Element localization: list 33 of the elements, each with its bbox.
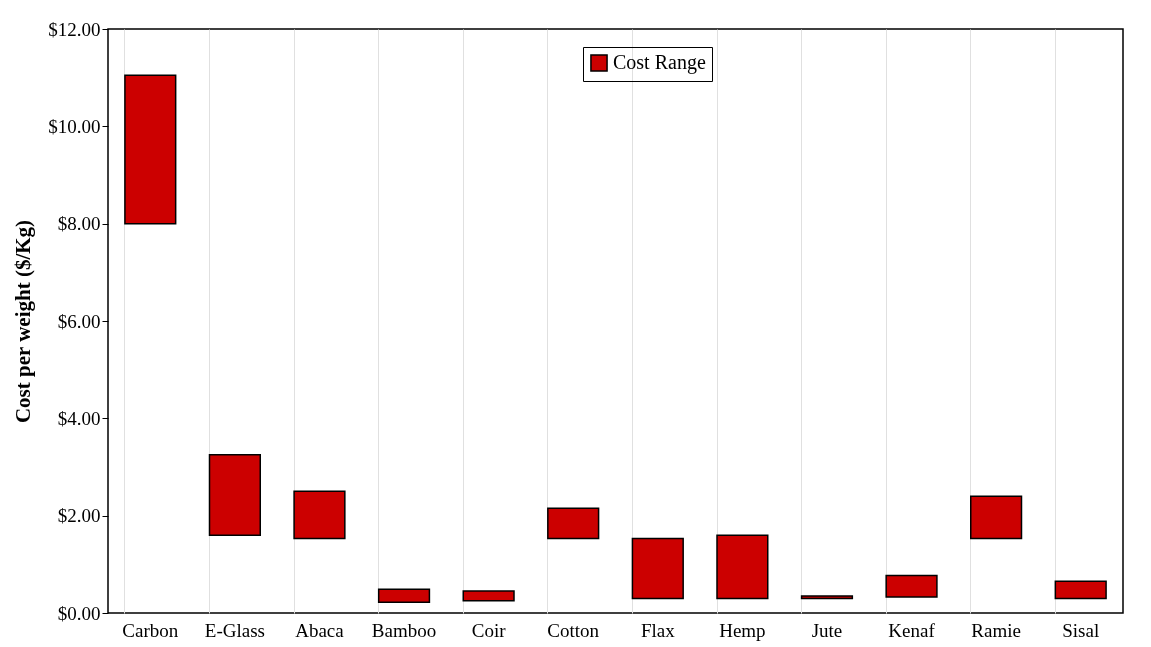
y-tick-label: $0.00 [57,602,101,624]
bar [293,490,346,540]
x-tick-label: Bamboo [371,619,437,641]
bar [1054,580,1107,600]
y-tick-label: $8.00 [57,213,101,235]
bar [716,534,769,600]
bar [800,595,854,600]
x-tick-label: Cotton [547,619,600,641]
y-tick-label: $2.00 [57,505,101,527]
bar [377,588,431,604]
y-axis-title: Cost per weight ($/Kg) [11,219,36,424]
x-tick-label: Flax [640,619,676,641]
x-tick-label: Abaca [295,619,345,641]
x-tick-label: Ramie [971,619,1021,641]
y-tick-label: $4.00 [57,407,101,429]
bar [631,537,684,600]
legend-label: Cost Range [613,51,706,74]
x-tick-label: Coir [471,619,507,641]
bar [124,74,177,225]
bar [208,454,261,536]
x-tick-label: Carbon [122,619,179,641]
bar [970,495,1023,540]
x-tick-label: Sisal [1062,619,1100,641]
y-tick-label: $10.00 [48,115,101,137]
bar [462,590,515,602]
bar [547,507,600,540]
y-tick-label: $12.00 [48,18,101,40]
x-tick-label: Hemp [719,619,766,641]
x-tick-label: Jute [811,619,843,641]
x-tick-label: Kenaf [888,619,936,641]
bar [885,574,938,598]
x-tick-label: E-Glass [204,619,265,641]
y-tick-label: $6.00 [57,310,101,332]
